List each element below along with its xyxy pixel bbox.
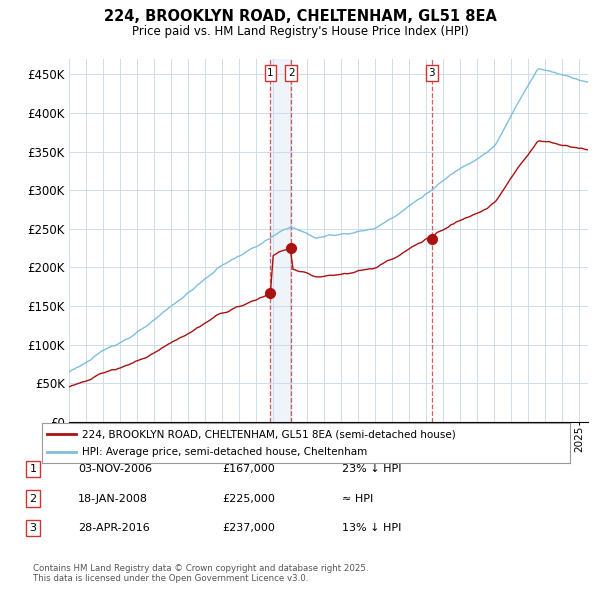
- Text: 3: 3: [29, 523, 37, 533]
- Text: 1: 1: [267, 68, 274, 78]
- Text: £237,000: £237,000: [222, 523, 275, 533]
- Text: 2: 2: [288, 68, 295, 78]
- Text: 1: 1: [29, 464, 37, 474]
- Text: 28-APR-2016: 28-APR-2016: [78, 523, 150, 533]
- Text: HPI: Average price, semi-detached house, Cheltenham: HPI: Average price, semi-detached house,…: [82, 447, 367, 457]
- Text: 224, BROOKLYN ROAD, CHELTENHAM, GL51 8EA: 224, BROOKLYN ROAD, CHELTENHAM, GL51 8EA: [104, 9, 496, 24]
- Text: £225,000: £225,000: [222, 494, 275, 503]
- Text: Contains HM Land Registry data © Crown copyright and database right 2025.
This d: Contains HM Land Registry data © Crown c…: [33, 563, 368, 583]
- Text: 2: 2: [29, 494, 37, 503]
- Text: 224, BROOKLYN ROAD, CHELTENHAM, GL51 8EA (semi-detached house): 224, BROOKLYN ROAD, CHELTENHAM, GL51 8EA…: [82, 430, 455, 440]
- Text: 23% ↓ HPI: 23% ↓ HPI: [342, 464, 401, 474]
- Text: Price paid vs. HM Land Registry's House Price Index (HPI): Price paid vs. HM Land Registry's House …: [131, 25, 469, 38]
- Bar: [271, 59, 291, 422]
- Text: 18-JAN-2008: 18-JAN-2008: [78, 494, 148, 503]
- Text: 13% ↓ HPI: 13% ↓ HPI: [342, 523, 401, 533]
- Text: ≈ HPI: ≈ HPI: [342, 494, 373, 503]
- Text: 03-NOV-2006: 03-NOV-2006: [78, 464, 152, 474]
- Text: £167,000: £167,000: [222, 464, 275, 474]
- Text: 3: 3: [428, 68, 435, 78]
